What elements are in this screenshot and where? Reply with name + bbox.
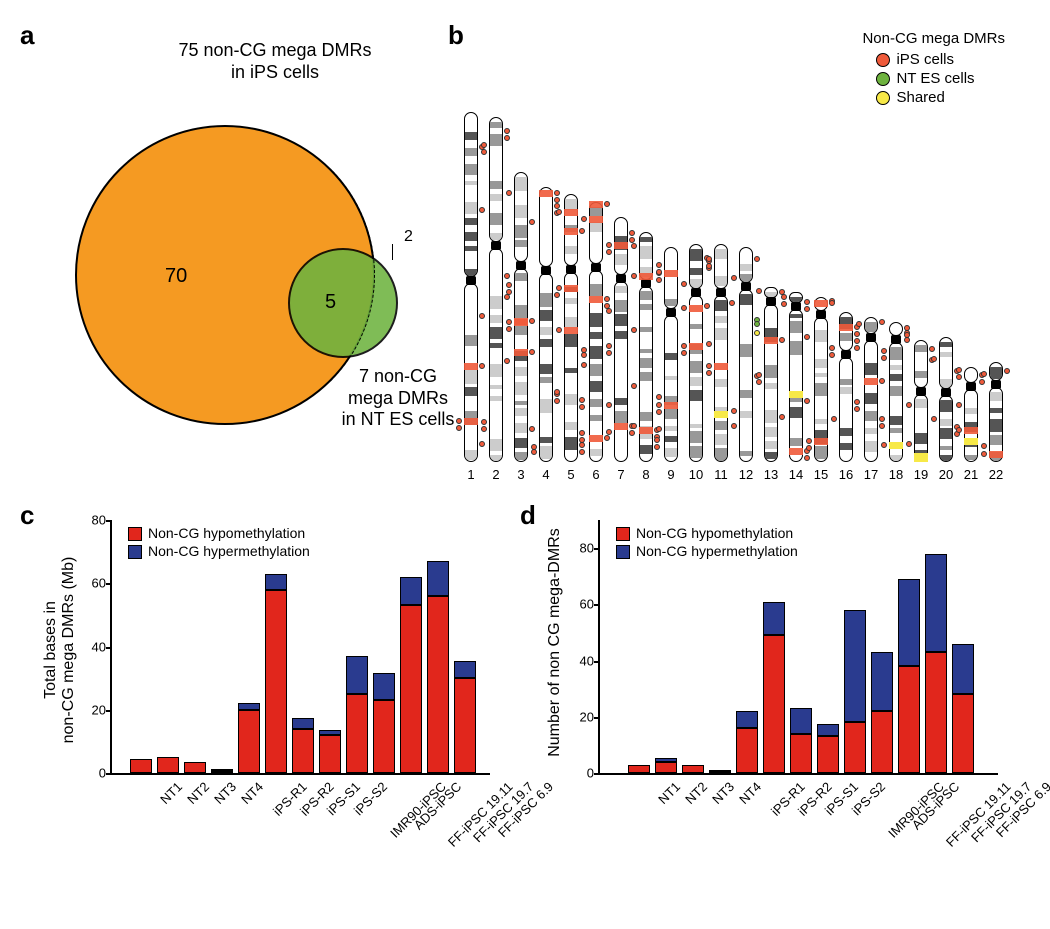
venn-leader-line (392, 244, 393, 260)
chromosome: 11 (714, 244, 728, 462)
chromosome-label: 9 (661, 467, 681, 482)
chromosome-label: 13 (761, 467, 781, 482)
xtick-label: NT1 (157, 779, 185, 807)
chromosome: 3 (514, 172, 528, 462)
venn-diagram: 75 non-CG mega DMRs in iPS cells 70 5 2 … (50, 60, 450, 480)
legend-hypo: Non-CG hypomethylation (148, 525, 305, 541)
ylabel-d: Number of non CG mega-DMRs (546, 515, 564, 770)
chromosome-label: 14 (786, 467, 806, 482)
venn-title-ntes: 7 non-CG mega DMRs in NT ES cells (333, 366, 463, 431)
venn-count-shared: 5 (325, 291, 336, 314)
ideogram: Non-CG mega DMRs iPS cellsNT ES cellsSha… (460, 30, 1020, 490)
chromosome: 15 (814, 297, 828, 462)
bar-chart-d: Number of non CG mega-DMRs 020406080NT1N… (540, 520, 1015, 900)
venn-count-ips: 70 (165, 265, 187, 288)
chromosome: 7 (614, 217, 628, 462)
panel-label-a: a (20, 20, 34, 51)
panel-label-c: c (20, 500, 34, 531)
chromosome-label: 11 (711, 467, 731, 482)
bar-chart-c: Total bases in non-CG mega DMRs (Mb) 020… (48, 520, 503, 900)
xtick-label: NT1 (655, 779, 683, 807)
xtick-label: NT4 (736, 779, 764, 807)
xtick-label: NT3 (709, 779, 737, 807)
chromosome-label: 19 (911, 467, 931, 482)
xtick-label: NT2 (682, 779, 710, 807)
venn-count-ntes: 2 (404, 228, 413, 246)
xtick-label: NT3 (211, 779, 239, 807)
chromosome-label: 16 (836, 467, 856, 482)
figure: a b c d 75 non-CG mega DMRs in iPS cells… (20, 20, 1030, 909)
venn-overlap-edge (75, 125, 375, 425)
chromosome-label: 1 (461, 467, 481, 482)
chromosome-label: 3 (511, 467, 531, 482)
chromosome-label: 4 (536, 467, 556, 482)
chromosome: 12 (739, 247, 753, 462)
chromosome-label: 18 (886, 467, 906, 482)
chromosome-label: 10 (686, 467, 706, 482)
chromosome-label: 21 (961, 467, 981, 482)
chromosome-label: 6 (586, 467, 606, 482)
chromosome-label: 22 (986, 467, 1006, 482)
chromosome-label: 17 (861, 467, 881, 482)
legend-hyper: Non-CG hypermethylation (148, 543, 310, 559)
legend-c: Non-CG hypomethylation Non-CG hypermethy… (128, 524, 310, 560)
chromosome: 5 (564, 194, 578, 462)
panel-label-d: d (520, 500, 536, 531)
chromosome: 20 (939, 337, 953, 462)
chromosome: 9 (664, 247, 678, 462)
chromosome: 21 (964, 367, 978, 462)
chromosome: 16 (839, 312, 853, 462)
chromosome-label: 15 (811, 467, 831, 482)
ideogram-legend-item: iPS cells (876, 51, 1005, 68)
legend-d: Non-CG hypomethylation Non-CG hypermethy… (616, 524, 798, 560)
chromosome-label: 7 (611, 467, 631, 482)
chromosome: 10 (689, 244, 703, 462)
ylabel-c: Total bases in non-CG mega DMRs (Mb) (42, 520, 78, 780)
chromosome: 18 (889, 322, 903, 462)
chromosome: 22 (989, 362, 1003, 462)
chromosome: 14 (789, 292, 803, 462)
chromosome: 6 (589, 202, 603, 462)
xtick-label: NT4 (238, 779, 266, 807)
legend-hyper: Non-CG hypermethylation (636, 543, 798, 559)
chromosome: 2 (489, 117, 503, 462)
chromosome: 8 (639, 232, 653, 462)
chromosome: 17 (864, 317, 878, 462)
xtick-label: NT2 (184, 779, 212, 807)
ideogram-legend-item: NT ES cells (876, 70, 1005, 87)
chromosome-label: 8 (636, 467, 656, 482)
ideogram-legend-title: Non-CG mega DMRs (862, 30, 1005, 47)
chromosome: 4 (539, 187, 553, 462)
chromosome: 13 (764, 287, 778, 462)
chromosome: 1 (464, 112, 478, 462)
chromosome-label: 5 (561, 467, 581, 482)
venn-title-ips: 75 non-CG mega DMRs in iPS cells (145, 40, 405, 83)
chromosome-label: 20 (936, 467, 956, 482)
chromosome: 19 (914, 340, 928, 462)
legend-hypo: Non-CG hypomethylation (636, 525, 793, 541)
chromosome-label: 2 (486, 467, 506, 482)
chromosome-label: 12 (736, 467, 756, 482)
